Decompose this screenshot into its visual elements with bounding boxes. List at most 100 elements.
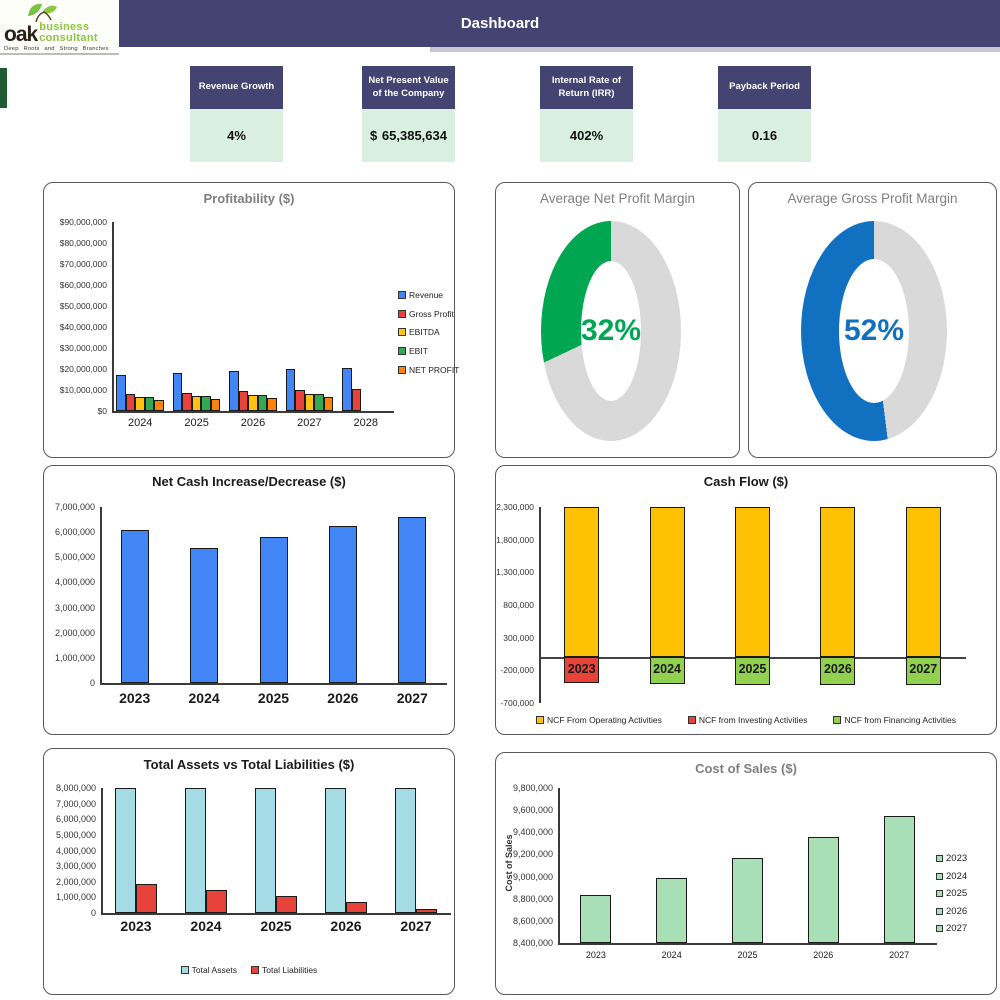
axis-tick-label: -700,000	[500, 698, 534, 708]
bar-net-profit-2025	[210, 399, 221, 411]
bar-ncf-from-financing-activities-2025	[735, 657, 770, 685]
x-axis-line	[101, 913, 451, 915]
kpi-value: 402%	[540, 109, 633, 162]
cost-of-sales-chart: 9,800,000 9,600,000 9,400,000 9,200,000 9,00…	[496, 753, 996, 994]
bar-gross-profit-2026	[238, 391, 249, 411]
axis-tick-label: 2,000,000	[55, 876, 96, 887]
axis-tick-label: 1,000,000	[54, 652, 95, 663]
bar-cost-of-sales--2027	[883, 815, 915, 943]
legend-marker	[536, 716, 545, 724]
axis-tick-label: 0	[89, 678, 95, 688]
axis-tick-label: 6,000,000	[55, 814, 96, 825]
bar-net-cash-increase-decrease--2023	[120, 529, 149, 683]
axis-tick-label: $10,000,000	[59, 385, 107, 395]
bar-ncf-from-financing-activities-2026	[820, 657, 856, 685]
axis-tick-label: 9,000,000	[512, 871, 553, 882]
bar-revenue-2028	[342, 367, 352, 411]
legend-item: 2024	[936, 871, 967, 882]
legend-label: Total Assets	[191, 965, 238, 975]
bar-ebitda-2027	[304, 393, 315, 411]
legend-item: EBIT	[398, 346, 428, 356]
axis-tick-label: $50,000,000	[59, 301, 107, 311]
chart-title-cost-of-sales: Cost of Sales ($)	[695, 761, 797, 776]
x-axis-label: 2027	[889, 950, 910, 960]
x-axis-label: 2023	[119, 690, 151, 706]
legend-marker	[936, 872, 943, 880]
x-axis-label: 2025	[737, 950, 758, 960]
bar-cost-of-sales--2023	[580, 895, 612, 943]
kpi-value: 0.16	[718, 109, 811, 162]
bar-net-cash-increase-decrease--2025	[259, 537, 288, 683]
axis-tick-label: 8,400,000	[512, 938, 553, 948]
legend-marker	[398, 328, 406, 337]
legend-label: NCF From Operating Activities	[547, 715, 662, 725]
logo: oak business consultant Deep Roots and S…	[0, 0, 119, 55]
x-axis-label: 2023	[567, 662, 596, 677]
legend-label: Revenue	[409, 290, 444, 300]
axis-tick-label: 8,600,000	[512, 915, 553, 926]
bar-net-profit-2024	[154, 399, 164, 411]
bar-gross-profit-2028	[351, 388, 362, 411]
legend-marker	[251, 966, 260, 974]
kpi-label: Payback Period	[718, 66, 811, 109]
bar-ebit-2026	[257, 395, 268, 411]
axis-tick-label: -200,000	[500, 665, 534, 676]
header-shadow	[430, 47, 1000, 52]
gross-profit-margin-donut: 52%	[749, 183, 996, 457]
legend-marker	[936, 890, 943, 897]
logo-oak-text: oak	[4, 23, 38, 47]
axis-tick-label: 0	[90, 908, 96, 918]
bar-revenue-2027	[285, 369, 296, 411]
legend-item: NCF From Operating Activities	[536, 715, 662, 725]
x-axis-label: 2026	[813, 950, 834, 960]
bar-ncf-from-operating-activities-2026	[820, 507, 856, 658]
axis-tick-label: 9,400,000	[512, 827, 553, 838]
legend-marker	[936, 907, 943, 915]
x-axis-label: 2028	[353, 417, 379, 429]
bar-gross-profit-2025	[182, 392, 192, 411]
x-axis-line	[112, 411, 394, 413]
legend-item: Revenue	[398, 290, 443, 300]
logo-wordmark: oak business consultant	[4, 22, 98, 47]
bar-total-assets-2026	[325, 788, 346, 913]
chart-title-gross-profit-margin: Average Gross Profit Margin	[787, 191, 958, 206]
x-axis-label: 2026	[823, 662, 852, 677]
bar-cost-of-sales--2025	[732, 857, 763, 943]
axis-tick-label: 2,000,000	[54, 627, 95, 638]
legend-label: 2024	[946, 870, 968, 882]
legend-label: Gross Profit	[409, 308, 454, 319]
x-axis-line	[100, 683, 447, 685]
legend: Total Assets Total Liabilities	[44, 965, 454, 975]
legend-item: 2026	[936, 906, 967, 917]
x-axis-label: 2024	[127, 417, 153, 429]
axis-tick-label: 9,200,000	[512, 849, 553, 860]
axis-tick-label: 6,000,000	[54, 527, 95, 538]
x-axis-label: 2026	[330, 918, 362, 934]
legend-marker	[936, 925, 943, 932]
axis-tick-label: 1,800,000	[496, 534, 534, 545]
axis-tick-label: 800,000	[503, 600, 534, 610]
axis-tick-label: $60,000,000	[59, 280, 107, 290]
panel-profitability: Profitability ($) $90,000,000 $80,000,000…	[43, 182, 459, 458]
x-axis-label: 2027	[297, 417, 322, 429]
axis-tick-label: 7,000,000	[54, 502, 95, 512]
axis-tick-label: $0	[97, 406, 107, 416]
legend-label: 2027	[946, 923, 968, 934]
panel-net-cash: Net Cash Increase/Decrease ($) 7,000,000…	[43, 465, 455, 735]
legend-label: NET PROFIT	[409, 364, 460, 375]
kpi-currency-symbol: $	[370, 128, 378, 143]
axis-tick-label: 5,000,000	[55, 829, 96, 840]
legend-marker	[180, 966, 189, 974]
legend-label: NCF from Financing Activities	[844, 715, 956, 725]
legend-item: 2025	[936, 888, 967, 899]
bar-net-cash-increase-decrease--2024	[190, 548, 219, 683]
axis-tick-label: 7,000,000	[55, 798, 96, 809]
bar-total-liabilities-2025	[276, 895, 297, 913]
bar-total-assets-2023	[115, 788, 136, 913]
kpi-value: 4%	[190, 109, 283, 162]
bar-total-liabilities-2024	[206, 889, 227, 913]
legend-label: EBIT	[409, 346, 428, 357]
bar-ncf-from-operating-activities-2024	[649, 507, 685, 658]
x-axis-label: 2025	[738, 662, 767, 677]
axis-tick-label: 9,800,000	[512, 783, 553, 793]
